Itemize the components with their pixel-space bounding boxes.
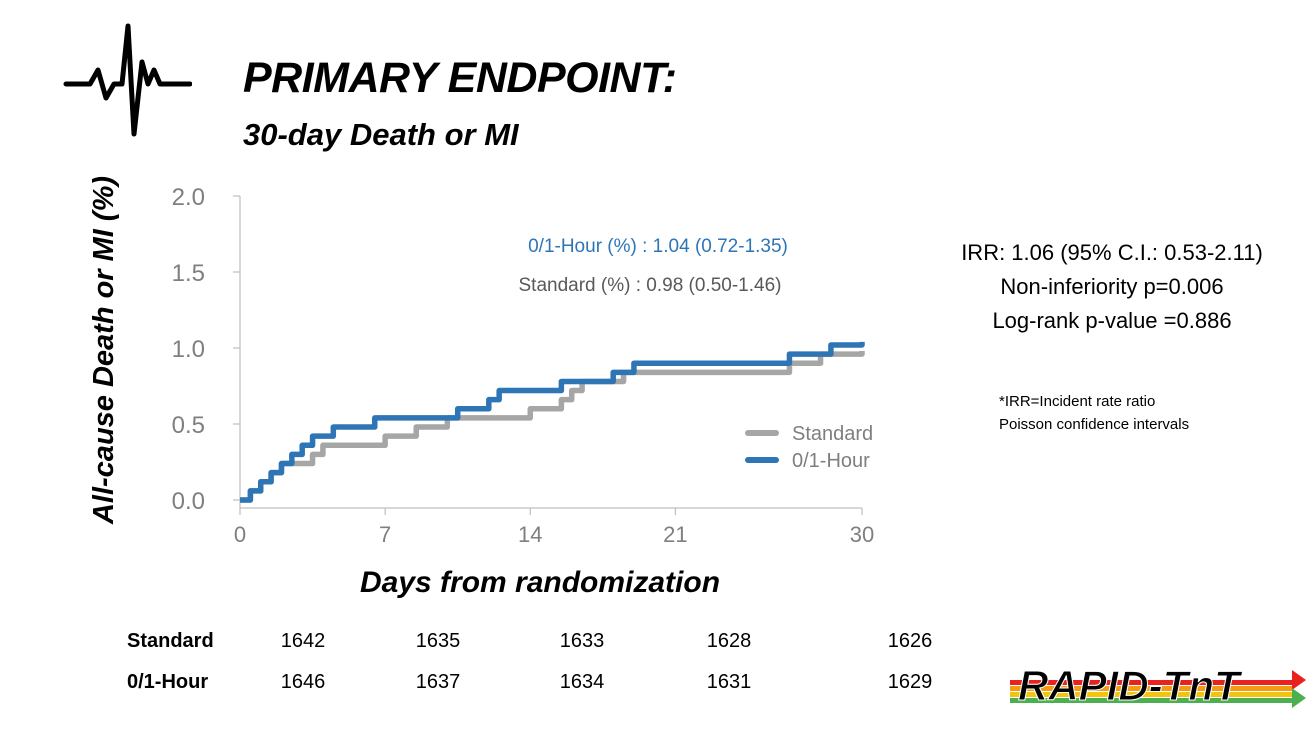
risk-cell: 1642 xyxy=(280,630,326,652)
risk-cell: 1633 xyxy=(559,630,605,652)
heartbeat-icon xyxy=(63,23,192,137)
legend-label-standard: Standard xyxy=(792,423,873,445)
risk-cell: 1626 xyxy=(887,630,933,652)
risk-row-label-standard: Standard xyxy=(127,630,214,652)
risk-cell: 1629 xyxy=(887,671,933,693)
y-tick-label: 1.5 xyxy=(172,260,205,287)
x-tick-label: 0 xyxy=(234,522,246,547)
page-title: PRIMARY ENDPOINT: xyxy=(243,54,677,102)
irr-text: IRR: 1.06 (95% C.I.: 0.53-2.11) xyxy=(961,240,1263,265)
y-tick-label: 0.0 xyxy=(172,488,205,515)
y-tick-label: 0.5 xyxy=(172,412,205,439)
axes xyxy=(233,195,863,515)
legend: Standard 0/1-Hour xyxy=(745,423,873,472)
logrank-text: Log-rank p-value =0.886 xyxy=(992,308,1232,333)
risk-cell: 1635 xyxy=(415,630,461,652)
rapid-tnt-logo: RAPID-TnT xyxy=(1010,662,1306,710)
x-tick-labels: 0 7 14 21 30 xyxy=(234,522,874,547)
irr-footnote: *IRR=Incident rate ratio xyxy=(999,393,1156,410)
x-tick-label: 14 xyxy=(518,522,542,547)
legend-label-onehour: 0/1-Hour xyxy=(792,450,870,472)
x-axis-title: Days from randomization xyxy=(360,566,720,599)
annotation-standard: Standard (%) : 0.98 (0.50-1.46) xyxy=(519,275,782,296)
risk-cell: 1631 xyxy=(706,671,752,693)
risk-row-label-onehour: 0/1-Hour xyxy=(127,671,209,693)
series-lines xyxy=(240,341,865,503)
poisson-footnote: Poisson confidence intervals xyxy=(999,416,1190,433)
y-tick-labels: 0.0 0.5 1.0 1.5 2.0 xyxy=(172,184,205,515)
annotation-onehour: 0/1-Hour (%) : 1.04 (0.72-1.35) xyxy=(528,236,788,257)
logo-text: RAPID-TnT xyxy=(1018,662,1243,709)
y-axis-title: All-cause Death or MI (%) xyxy=(88,176,120,525)
risk-cell: 1646 xyxy=(280,671,326,693)
risk-cell: 1637 xyxy=(415,671,461,693)
x-tick-label: 30 xyxy=(850,522,874,547)
x-tick-label: 21 xyxy=(663,522,687,547)
risk-cell: 1634 xyxy=(559,671,605,693)
y-tick-label: 2.0 xyxy=(172,184,205,211)
x-tick-label: 7 xyxy=(379,522,391,547)
page-subtitle: 30-day Death or MI xyxy=(243,117,519,152)
noninferiority-text: Non-inferiority p=0.006 xyxy=(1000,274,1224,299)
risk-cell: 1628 xyxy=(706,630,752,652)
y-tick-label: 1.0 xyxy=(172,336,205,363)
series-line-onehour xyxy=(240,341,865,503)
